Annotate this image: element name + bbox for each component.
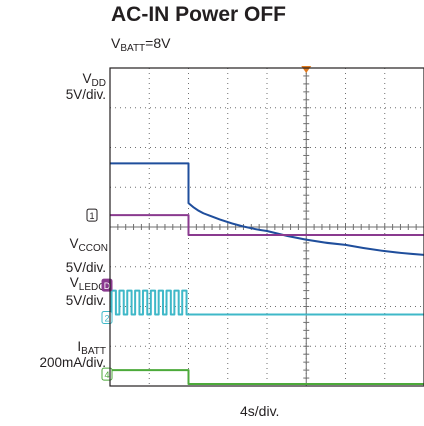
channel-markers: 1 D 2 4 xyxy=(86,208,113,381)
trigger-marker xyxy=(301,66,312,73)
vdd-name-label: VDD xyxy=(82,71,106,89)
vccon-scale-label: 5V/div. xyxy=(65,260,106,275)
subtitle-rest: =8V xyxy=(145,35,171,51)
channel-marker-text: 1 xyxy=(89,211,94,221)
time-scale-label: 4s/div. xyxy=(240,403,280,419)
trace-vledg xyxy=(110,289,424,316)
channel-marker-1: 1 xyxy=(86,208,98,222)
ibatt-name-label: IBATT xyxy=(77,339,106,357)
plot-frame xyxy=(109,67,424,387)
plot-grid xyxy=(109,66,424,387)
subtitle-main: V xyxy=(111,35,121,51)
subtitle-sub: BATT xyxy=(120,43,146,54)
channel-marker-text: D xyxy=(104,281,111,291)
channel-marker-text: 2 xyxy=(104,313,109,323)
vdd-scale-label: 5V/div. xyxy=(65,87,106,102)
trace-vdd xyxy=(110,162,424,256)
vledg-scale-label: 5V/div. xyxy=(65,293,106,308)
ibatt-scale-label: 200mA/div. xyxy=(39,355,106,370)
plot-traces xyxy=(110,162,424,386)
channel-marker-box xyxy=(86,208,98,222)
channel-marker-text: 4 xyxy=(104,370,109,380)
trace-ibatt xyxy=(110,369,424,386)
chart-title: AC-IN Power OFF xyxy=(111,3,287,26)
trace-vccon xyxy=(110,214,424,236)
chart-subtitle: VBATT=8V xyxy=(111,35,171,54)
vledg-name-label: VLEDG xyxy=(69,275,106,293)
vccon-name-label: VCCON xyxy=(69,236,108,254)
